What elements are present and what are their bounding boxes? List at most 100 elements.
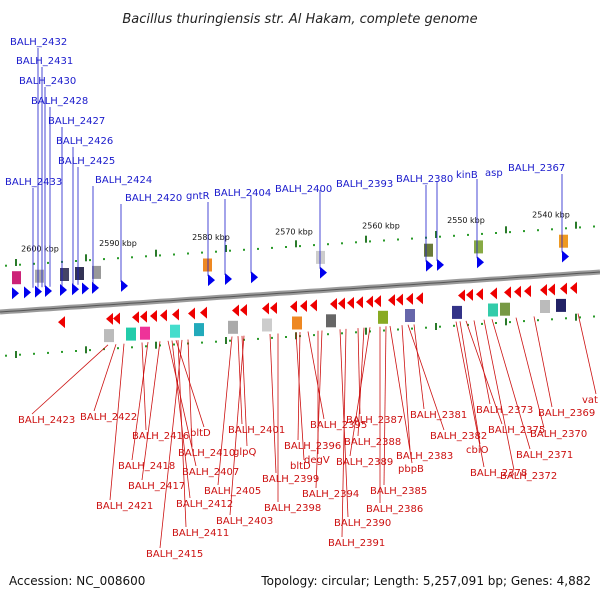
reverse-gene-arrow — [356, 296, 363, 309]
reverse-feature-box — [126, 327, 136, 341]
tick-dot — [5, 354, 7, 357]
tick-dot — [355, 241, 357, 244]
tick-dot — [47, 261, 49, 264]
reverse-leader-line — [491, 319, 531, 450]
tick-dot — [19, 263, 21, 266]
reverse-gene-arrow — [58, 316, 65, 329]
tick-dot — [117, 257, 119, 260]
reverse-gene-label: BALH_2418 — [118, 461, 175, 472]
tick-dot — [187, 252, 189, 255]
tick-dot — [453, 324, 455, 327]
tick-dot — [89, 259, 91, 262]
reverse-gene-label: BALH_2386 — [366, 504, 423, 515]
reverse-leader-line — [383, 326, 387, 486]
reverse-feature-box — [500, 302, 510, 316]
forward-feature-box — [203, 258, 212, 272]
tick-dot — [159, 344, 161, 347]
tick-dot — [565, 317, 567, 320]
tick-dot — [103, 258, 105, 261]
reverse-label-leaders — [31, 313, 597, 549]
reverse-leader-line — [357, 327, 365, 437]
reverse-leader-line — [131, 342, 149, 461]
reverse-gene-label: glpQ — [233, 447, 256, 458]
reverse-gene-label: degV — [304, 455, 330, 466]
reverse-gene-arrow — [270, 302, 277, 314]
forward-gene-arrow — [82, 282, 89, 295]
forward-strand-genes — [12, 250, 569, 300]
tick-dot — [383, 329, 385, 332]
forward-gene-arrow — [320, 266, 327, 279]
tick-dot — [579, 316, 581, 319]
tick-major — [365, 327, 367, 335]
reverse-gene-label: BALH_2372 — [500, 471, 557, 482]
forward-gene-label: BALH_2428 — [31, 96, 88, 107]
reverse-gene-label: BALH_2396 — [284, 441, 341, 452]
reverse-leader-line — [413, 324, 425, 410]
tick-dot — [509, 321, 511, 324]
tick-major — [435, 323, 437, 330]
forward-gene-arrow — [426, 259, 433, 272]
reverse-gene-arrow — [172, 308, 179, 321]
reverse-gene-label: pbpB — [398, 464, 424, 475]
reverse-gene-arrow — [490, 287, 497, 300]
forward-feature-box — [559, 234, 568, 248]
tick-marks — [5, 221, 595, 358]
tick-dot — [481, 232, 483, 235]
tick-dot — [159, 254, 161, 257]
reverse-gene-label: BALH_2399 — [262, 474, 319, 485]
reverse-feature-box — [170, 324, 180, 338]
tick-dot — [579, 226, 581, 229]
reverse-leader-line — [307, 331, 325, 420]
forward-gene-label: BALH_2380 — [396, 174, 453, 185]
reverse-gene-label: bltD — [190, 428, 211, 439]
tick-dot — [467, 323, 469, 326]
reverse-gene-label: BALH_2382 — [430, 431, 487, 442]
kbp-label: 2590 kbp — [99, 239, 137, 248]
reverse-feature-box — [488, 303, 498, 317]
reverse-gene-label: BALH_2383 — [396, 451, 453, 462]
reverse-gene-arrow — [188, 307, 195, 320]
tick-dot — [425, 326, 427, 329]
reverse-feature-box — [228, 320, 238, 334]
tick-dot — [285, 246, 287, 248]
map-title: Bacillus thuringiensis str. Al Hakam, co… — [122, 12, 477, 27]
tick-dot — [19, 353, 21, 356]
forward-gene-arrow — [92, 281, 99, 294]
tick-dot — [411, 237, 413, 240]
reverse-gene-label: BALH_2389 — [336, 457, 393, 468]
tick-major — [15, 259, 17, 266]
reverse-leader-line — [315, 330, 323, 489]
reverse-gene-label: BALH_2370 — [530, 429, 587, 440]
reverse-gene-label: BALH_2416 — [132, 431, 189, 442]
reverse-gene-label: BALH_2395 — [310, 420, 367, 431]
tick-dot — [327, 333, 329, 336]
tick-major — [435, 231, 437, 238]
reverse-gene-arrow — [150, 310, 157, 322]
tick-dot — [481, 322, 483, 325]
reverse-gene-label: cbiO — [466, 445, 489, 456]
reverse-gene-arrow — [504, 286, 511, 299]
reverse-leader-line — [177, 340, 187, 528]
tick-dot — [243, 248, 245, 251]
reverse-leader-line — [93, 344, 117, 412]
tick-dot — [551, 318, 553, 321]
reverse-gene-label: vat — [582, 395, 598, 406]
reverse-leader-line — [459, 321, 481, 445]
reverse-gene-label: BALH_2405 — [204, 486, 261, 497]
reverse-gene-arrow — [232, 304, 239, 317]
reverse-feature-box — [292, 316, 302, 330]
tick-dot — [565, 227, 567, 230]
tick-dot — [467, 233, 469, 236]
reverse-gene-label: BALH_2407 — [182, 467, 239, 478]
reverse-gene-arrow — [330, 298, 337, 310]
forward-feature-box — [35, 269, 44, 283]
tick-dot — [383, 239, 385, 242]
tick-major — [365, 235, 367, 243]
tick-dot — [523, 230, 525, 233]
tick-dot — [33, 262, 35, 265]
tick-dot — [327, 243, 329, 246]
reverse-gene-arrow — [240, 304, 247, 316]
forward-gene-label: BALH_2433 — [5, 177, 62, 188]
reverse-gene-arrow — [476, 288, 483, 301]
forward-gene-label: BALH_2431 — [16, 56, 73, 67]
